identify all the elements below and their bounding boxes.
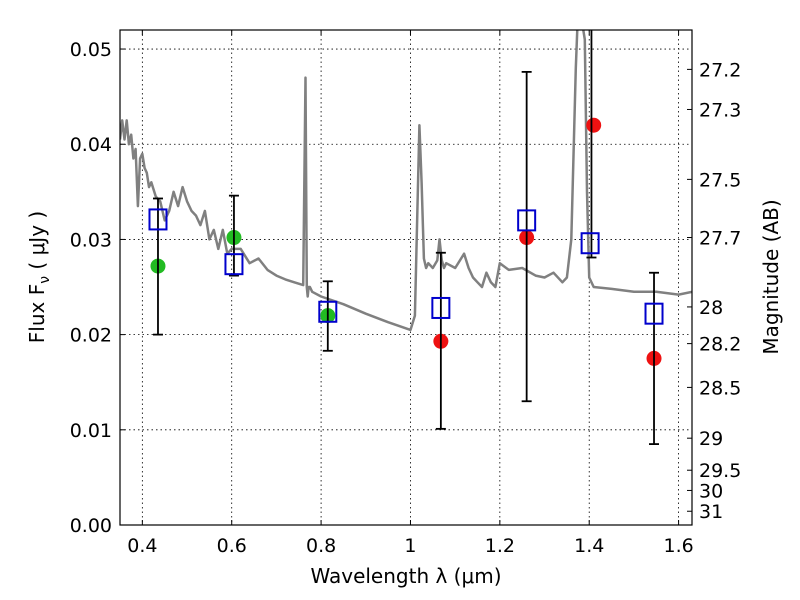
y2-tick-label: 27.5	[699, 169, 741, 191]
x-tick-label: 1.6	[663, 535, 693, 557]
y-tick-label: 0.05	[70, 39, 112, 61]
y2-tick-label: 28.2	[699, 334, 741, 356]
model-photometry-square	[644, 302, 664, 325]
x-tick-label: 1.2	[485, 535, 515, 557]
y2-tick-label: 29.5	[699, 460, 741, 482]
model-photometry-square	[148, 208, 168, 231]
y2-tick-label: 28.5	[699, 377, 741, 399]
y-tick-label: 0.04	[70, 134, 112, 156]
x-axis-title: Wavelength λ (μm)	[310, 564, 501, 588]
data-point	[586, 117, 602, 133]
y-tick-label: 0.02	[70, 325, 112, 347]
y-tick-label: 0.00	[70, 515, 112, 537]
model-photometry-square	[431, 296, 451, 319]
x-tick-label: 0.6	[217, 535, 247, 557]
plot-frame	[119, 29, 693, 526]
y2-tick-label: 30	[699, 480, 723, 502]
x-tick-label: 1	[404, 535, 416, 557]
x-tick-label: 0.4	[127, 535, 157, 557]
y2-tick-label: 27.2	[699, 59, 741, 81]
y-axis-title-main: Flux F	[25, 284, 49, 343]
model-photometry-square	[224, 253, 244, 276]
plot-area	[120, 30, 692, 445]
axis-ticks: 0.4 0.6 0.8 1 1.2 1.4 1.6 0.00 0.01 0.02 0.03 0.04 0…	[70, 30, 741, 557]
model-photometry-square	[517, 209, 537, 232]
model-photometry-square	[318, 300, 338, 323]
y-tick-label: 0.01	[70, 420, 112, 442]
x-tick-label: 0.8	[306, 535, 336, 557]
y2-axis-title: Magnitude (AB)	[759, 199, 783, 354]
model-photometry-square	[580, 232, 600, 255]
y2-tick-label: 29	[699, 428, 723, 450]
y2-tick-label: 27.3	[699, 99, 741, 121]
y2-tick-label: 31	[699, 501, 723, 523]
model-spectrum-line	[120, 30, 692, 332]
y-axis-title: Flux Fν ( μJy )	[25, 211, 53, 343]
y-axis-title-unit: ( μJy )	[25, 211, 49, 276]
y-axis-title-subscript: ν	[37, 276, 53, 284]
y-tick-label: 0.03	[70, 229, 112, 251]
grid	[120, 30, 692, 526]
y2-tick-label: 28	[699, 297, 723, 319]
y2-tick-label: 27.7	[699, 228, 741, 250]
x-tick-label: 1.4	[574, 535, 604, 557]
